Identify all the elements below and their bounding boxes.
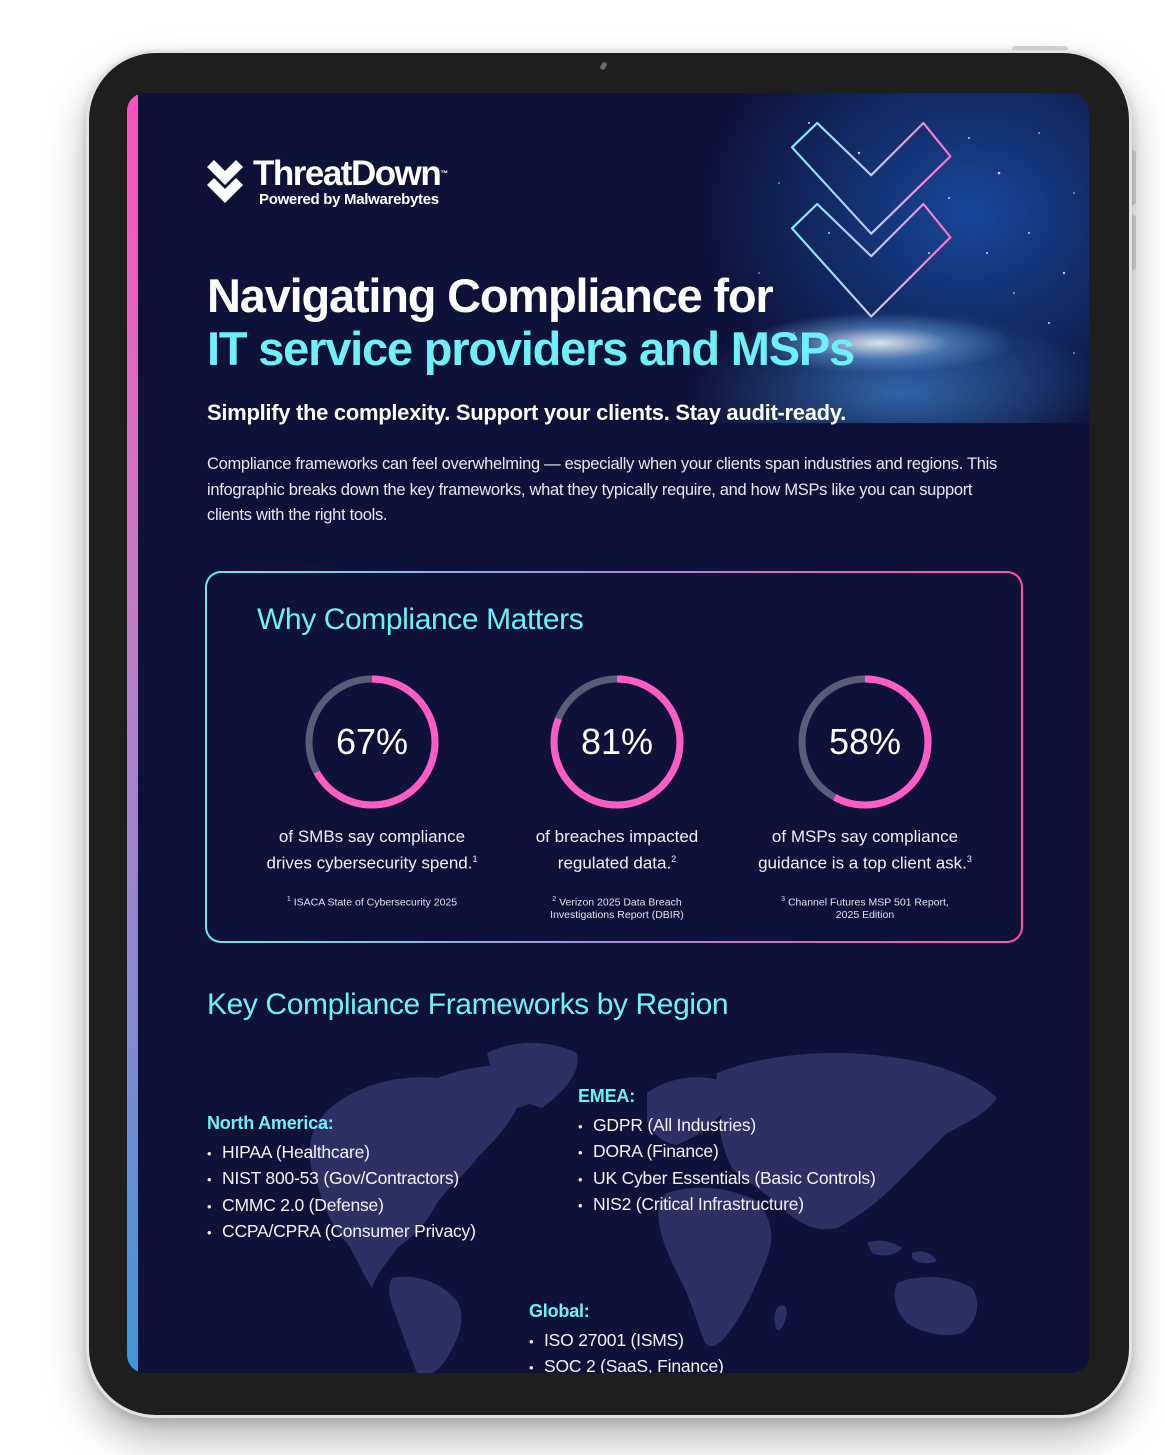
stars-icon (758, 122, 1075, 354)
chevron-down-double-icon (790, 121, 952, 318)
threatdown-chevron-logo-icon (207, 160, 243, 203)
stat-breaches-regulated: 81% of breaches impacted regulated data.… (492, 673, 742, 922)
donut-ring-icon (798, 675, 932, 809)
framework-item: GDPR (All Industries) (578, 1113, 876, 1139)
page-title-line2: IT service providers and MSPs (207, 322, 855, 375)
framework-item: CCPA/CPRA (Consumer Privacy) (207, 1219, 476, 1245)
infographic-page[interactable]: ThreatDown™ Powered by Malwarebytes Navi… (127, 93, 1089, 1373)
region-heading: Global: (529, 1301, 590, 1321)
progress-ring: 81% (548, 673, 686, 811)
page-title-line1: Navigating Compliance for (207, 269, 774, 322)
stat-value: 58% (828, 721, 902, 762)
framework-item: HIPAA (Healthcare) (207, 1140, 476, 1166)
region-heading: EMEA: (578, 1086, 635, 1106)
tablet-volume-up-button (1132, 150, 1136, 205)
region-emea: EMEA: GDPR (All Industries) DORA (Financ… (578, 1086, 876, 1218)
donut-ring-icon (550, 675, 684, 809)
framework-item: NIST 800-53 (Gov/Contractors) (207, 1166, 476, 1192)
region-global: Global: ISO 27001 (ISMS) SOC 2 (SaaS, Fi… (529, 1301, 724, 1373)
intro-paragraph: Compliance frameworks can feel overwhelm… (207, 455, 997, 524)
framework-item: DORA (Finance) (578, 1139, 876, 1165)
why-compliance-card: Why Compliance Matters 67% of SMBs say c… (205, 571, 1023, 943)
framework-item: NIS2 (Critical Infrastructure) (578, 1192, 876, 1218)
left-accent-strip (127, 93, 138, 1373)
frameworks-heading: Key Compliance Frameworks by Region (207, 988, 729, 1021)
brand-name: ThreatDown™ (253, 154, 449, 193)
powered-by-text: Powered by Malwarebytes (259, 191, 439, 208)
stat-value: 81% (580, 721, 654, 762)
tagline: Simplify the complexity. Support your cl… (207, 400, 846, 425)
stat-smb-spend: 67% of SMBs say compliance drives cybers… (247, 673, 497, 909)
stat-value: 67% (335, 721, 409, 762)
stat-description: of SMBs say compliance drives cybersecur… (266, 827, 478, 873)
tablet-volume-down-button (1132, 215, 1136, 270)
region-north-america: North America: HIPAA (Healthcare) NIST 8… (207, 1113, 476, 1245)
stat-source: 2 Verizon 2025 Data Breach Investigation… (550, 895, 684, 922)
framework-item: SOC 2 (SaaS, Finance) (529, 1354, 724, 1373)
donut-ring-icon (305, 675, 439, 809)
why-compliance-heading: Why Compliance Matters (257, 603, 584, 636)
stat-source: 3 Channel Futures MSP 501 Report, 2025 E… (781, 895, 949, 922)
stat-description: of MSPs say compliance guidance is a top… (758, 827, 972, 873)
progress-ring: 67% (303, 673, 441, 811)
hero-space-art (669, 93, 1089, 423)
tablet-top-button (1012, 46, 1068, 51)
stat-description: of breaches impacted regulated data.2 (535, 827, 699, 873)
region-heading: North America: (207, 1113, 334, 1133)
framework-item: ISO 27001 (ISMS) (529, 1328, 724, 1354)
stat-source: 1 ISACA State of Cybersecurity 2025 (286, 895, 458, 909)
stat-msp-guidance: 58% of MSPs say compliance guidance is a… (740, 673, 990, 922)
framework-item: CMMC 2.0 (Defense) (207, 1193, 476, 1219)
framework-item: UK Cyber Essentials (Basic Controls) (578, 1166, 876, 1192)
progress-ring: 58% (796, 673, 934, 811)
threatdown-logo[interactable]: ThreatDown™ Powered by Malwarebytes (205, 155, 448, 208)
